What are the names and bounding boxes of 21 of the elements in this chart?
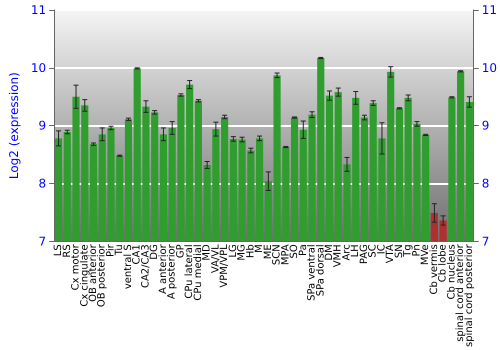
- x-tick-label: Cb lobe: [438, 244, 449, 282]
- y-tick-label: 10: [30, 60, 46, 75]
- y-tick-label: 8: [38, 176, 46, 190]
- y2-tick-label: 8: [482, 176, 490, 190]
- x-tick-label: OB posterior: [96, 243, 108, 308]
- x-tick-label: A posterior: [166, 243, 178, 300]
- y-tick-label: 11: [30, 3, 46, 17]
- x-tick-label: RS: [62, 244, 73, 258]
- x-tick-label: GP: [175, 244, 186, 258]
- x-tick-label: spinal cord posterior: [464, 243, 475, 348]
- x-tick-label: DG: [149, 244, 160, 260]
- y2-tick-label: 7: [482, 234, 490, 248]
- x-tick-label: Tg: [402, 244, 414, 258]
- y-tick-label: 7: [38, 234, 46, 248]
- x-tick-label: Pa: [298, 244, 309, 256]
- y2-tick-label: 10: [482, 60, 498, 75]
- y-axis-title: Log2 (expression): [7, 72, 21, 180]
- y2-tick-label: 9: [482, 118, 490, 133]
- x-tick-label: MVe: [420, 244, 432, 266]
- y-tick-label: 9: [38, 118, 46, 133]
- y2-tick-label: 11: [482, 3, 498, 17]
